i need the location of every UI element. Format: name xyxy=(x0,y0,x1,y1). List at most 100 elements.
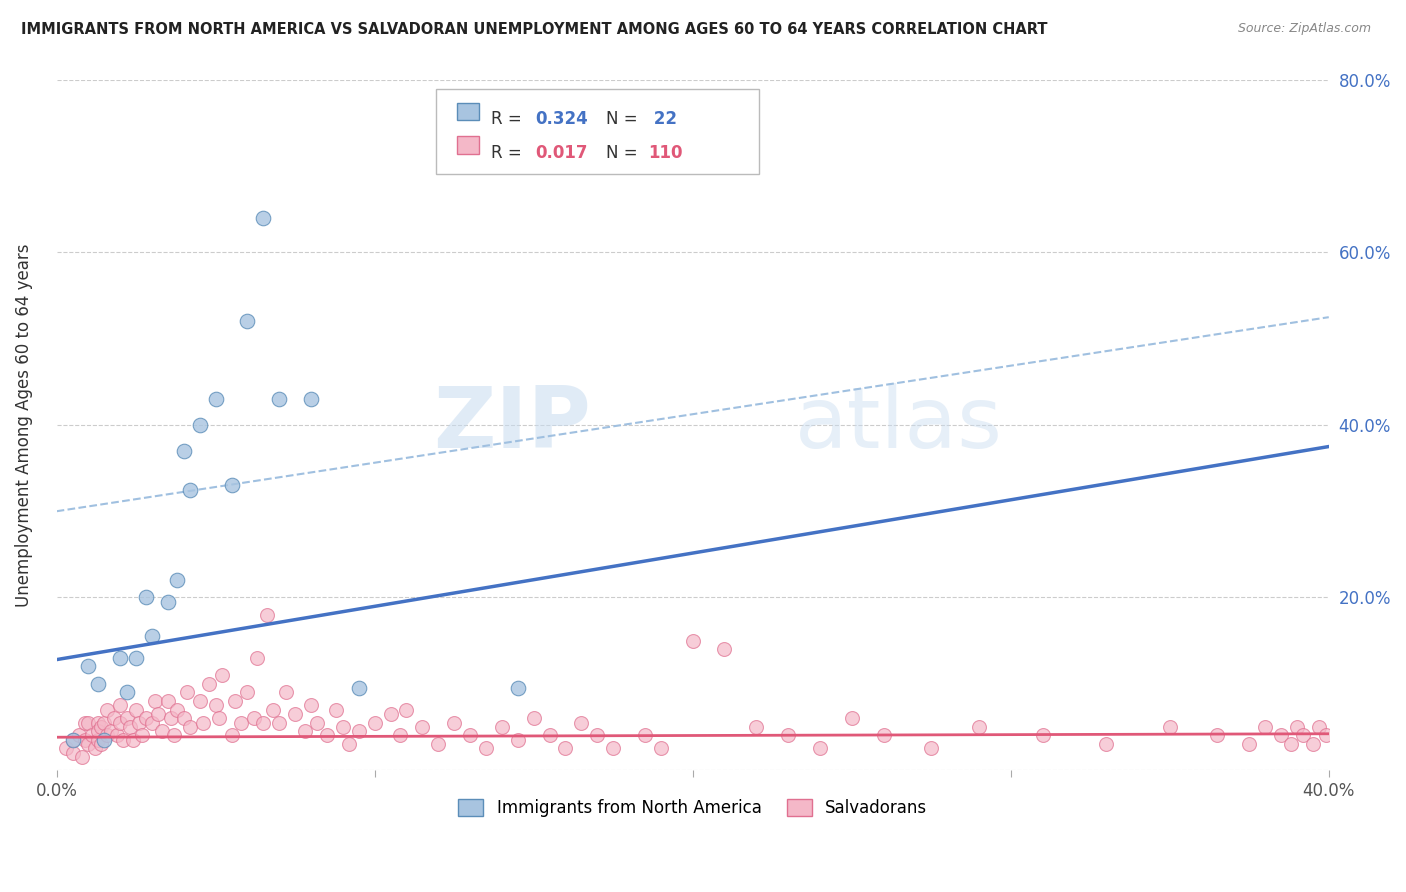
Point xyxy=(745,720,768,734)
Point xyxy=(87,715,110,730)
Point xyxy=(841,711,863,725)
Text: IMMIGRANTS FROM NORTH AMERICA VS SALVADORAN UNEMPLOYMENT AMONG AGES 60 TO 64 YEA: IMMIGRANTS FROM NORTH AMERICA VS SALVADO… xyxy=(21,22,1047,37)
Point xyxy=(236,314,259,328)
Point xyxy=(569,715,592,730)
Point xyxy=(221,729,243,743)
Point xyxy=(75,715,97,730)
Point xyxy=(143,694,166,708)
Point xyxy=(523,711,546,725)
Point xyxy=(204,698,226,713)
Point xyxy=(179,483,201,497)
Point xyxy=(221,478,243,492)
Point xyxy=(316,729,339,743)
Text: R =: R = xyxy=(491,110,527,128)
Point xyxy=(682,633,704,648)
Point xyxy=(274,685,297,699)
Point xyxy=(269,392,291,406)
Point xyxy=(125,703,148,717)
Point xyxy=(87,732,110,747)
Point xyxy=(427,737,450,751)
Point xyxy=(269,715,291,730)
Text: 22: 22 xyxy=(648,110,678,128)
Point xyxy=(554,741,576,756)
Point xyxy=(967,720,990,734)
Point xyxy=(808,741,831,756)
Point xyxy=(586,729,609,743)
Point xyxy=(538,729,561,743)
Point xyxy=(100,724,122,739)
Point xyxy=(1254,720,1277,734)
Point xyxy=(55,741,77,756)
Point xyxy=(198,677,221,691)
Point xyxy=(256,607,278,622)
Point xyxy=(110,715,132,730)
Point xyxy=(110,651,132,665)
Point xyxy=(90,720,112,734)
Point xyxy=(307,715,329,730)
Text: Source: ZipAtlas.com: Source: ZipAtlas.com xyxy=(1237,22,1371,36)
Point xyxy=(325,703,347,717)
Point xyxy=(131,729,153,743)
Point xyxy=(87,677,110,691)
Point xyxy=(70,750,93,764)
Point xyxy=(332,720,354,734)
Point xyxy=(252,715,274,730)
Point xyxy=(872,729,894,743)
Point xyxy=(128,715,150,730)
Point xyxy=(1159,720,1181,734)
Point xyxy=(166,573,188,587)
Point xyxy=(90,737,112,751)
Point xyxy=(243,711,266,725)
Point xyxy=(160,711,183,725)
Point xyxy=(1285,720,1308,734)
Point xyxy=(67,729,90,743)
Text: 0.324: 0.324 xyxy=(536,110,589,128)
Y-axis label: Unemployment Among Ages 60 to 64 years: Unemployment Among Ages 60 to 64 years xyxy=(15,244,32,607)
Point xyxy=(363,715,385,730)
Point xyxy=(506,681,529,695)
Point xyxy=(458,729,481,743)
Point xyxy=(163,729,186,743)
Point xyxy=(224,694,246,708)
Point xyxy=(150,724,173,739)
Point xyxy=(204,392,226,406)
Point xyxy=(1239,737,1261,751)
Point xyxy=(475,741,498,756)
Point xyxy=(103,711,125,725)
Point xyxy=(93,732,115,747)
Point xyxy=(122,732,145,747)
Point xyxy=(262,703,284,717)
Point xyxy=(284,706,307,721)
Point xyxy=(713,642,735,657)
Point xyxy=(176,685,198,699)
Point xyxy=(337,737,360,751)
Point xyxy=(380,706,402,721)
Point xyxy=(1279,737,1302,751)
Point xyxy=(188,417,211,432)
Point xyxy=(294,724,316,739)
Point xyxy=(141,715,163,730)
Point xyxy=(173,711,195,725)
Point xyxy=(395,703,418,717)
Point xyxy=(112,732,135,747)
Text: ZIP: ZIP xyxy=(433,384,591,467)
Point xyxy=(135,591,157,605)
Point xyxy=(1302,737,1324,751)
Point xyxy=(236,685,259,699)
Text: 110: 110 xyxy=(648,144,683,161)
Point xyxy=(506,732,529,747)
Point xyxy=(634,729,657,743)
Point xyxy=(156,694,179,708)
Point xyxy=(105,729,128,743)
Point xyxy=(347,681,370,695)
Point xyxy=(62,732,84,747)
Point xyxy=(80,729,103,743)
Point xyxy=(148,706,170,721)
Legend: Immigrants from North America, Salvadorans: Immigrants from North America, Salvadora… xyxy=(451,792,934,824)
Point xyxy=(650,741,672,756)
Point xyxy=(246,651,269,665)
Point xyxy=(347,724,370,739)
Point xyxy=(778,729,800,743)
Point xyxy=(411,720,433,734)
Point xyxy=(229,715,252,730)
